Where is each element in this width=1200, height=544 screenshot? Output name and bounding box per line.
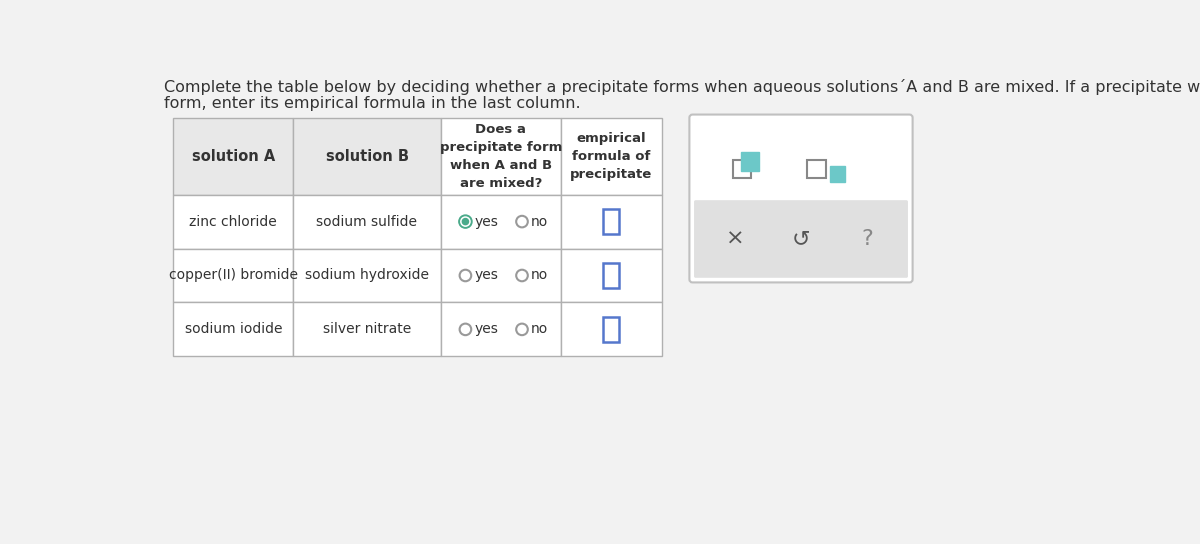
Bar [173,249,293,302]
Bar [293,302,440,356]
Bar [740,152,760,171]
Text: ×: × [726,229,744,249]
Bar [808,160,826,178]
Bar [604,209,619,234]
Bar [604,317,619,342]
Bar [604,263,619,288]
Bar [560,195,661,249]
Text: ↺: ↺ [792,229,810,249]
Text: yes: yes [474,323,498,336]
FancyBboxPatch shape [694,200,908,278]
Bar [293,118,440,195]
Text: ?: ? [862,229,872,249]
Text: solution B: solution B [325,149,408,164]
Bar [560,302,661,356]
Text: yes: yes [474,214,498,228]
Bar [440,302,560,356]
Text: no: no [530,269,548,282]
Circle shape [462,219,468,225]
Text: Complete the table below by deciding whether a precipitate forms when aqueous so: Complete the table below by deciding whe… [164,79,1200,95]
Text: form, enter its empirical formula in the last column.: form, enter its empirical formula in the… [164,96,581,111]
Bar [440,118,560,195]
Text: silver nitrate: silver nitrate [323,323,412,336]
Text: no: no [530,214,548,228]
Bar [293,195,440,249]
Bar [440,195,560,249]
Text: yes: yes [474,269,498,282]
Bar [293,249,440,302]
Bar [173,195,293,249]
Bar [173,302,293,356]
Bar [560,249,661,302]
Text: zinc chloride: zinc chloride [190,214,277,228]
Circle shape [461,217,470,226]
Circle shape [458,215,472,228]
Text: Does a
precipitate form
when A and B
are mixed?: Does a precipitate form when A and B are… [439,122,562,190]
FancyBboxPatch shape [689,115,913,282]
Bar [173,118,293,195]
Text: empirical
formula of
precipitate: empirical formula of precipitate [570,132,653,181]
Text: sodium iodide: sodium iodide [185,323,282,336]
Bar [733,160,751,178]
Text: copper(II) bromide: copper(II) bromide [169,269,298,282]
Bar [560,118,661,195]
Text: sodium sulfide: sodium sulfide [317,214,418,228]
Text: solution A: solution A [192,149,275,164]
Bar [829,166,845,182]
Bar [440,249,560,302]
Text: sodium hydroxide: sodium hydroxide [305,269,430,282]
Text: no: no [530,323,548,336]
